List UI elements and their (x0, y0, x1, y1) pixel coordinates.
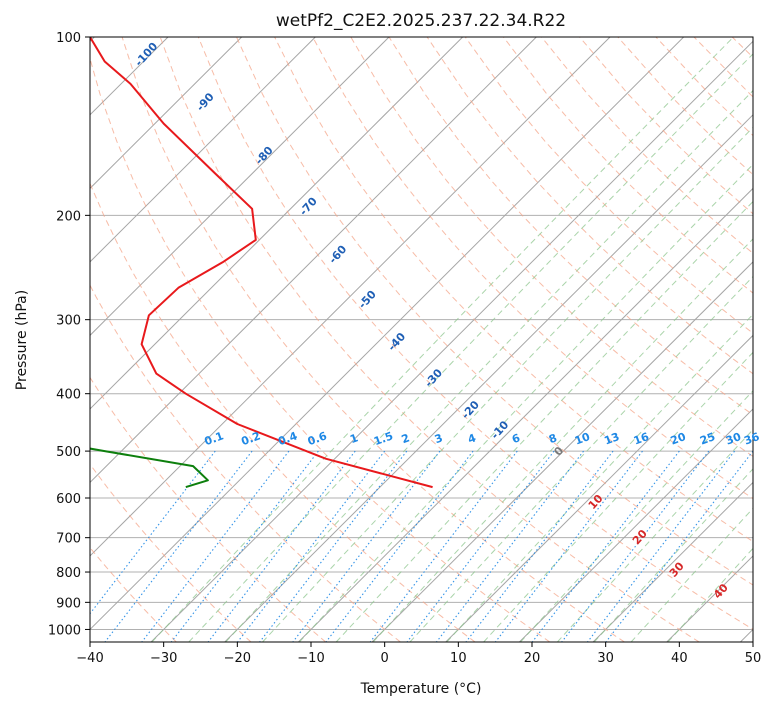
y-tick-label: 500 (56, 445, 81, 460)
mixing-ratio-label: 10 (573, 430, 592, 448)
isotherm-line (740, 37, 775, 642)
mixing-ratio-line (370, 451, 517, 642)
dry-adiabat-line (8, 37, 401, 642)
isotherm-label: -100 (132, 40, 160, 69)
isotherm-label: 0 (551, 444, 566, 459)
mixing-ratio-line (532, 451, 679, 642)
isotherm-label: -70 (297, 194, 320, 218)
y-tick-label: 100 (56, 31, 81, 46)
dry-adiabat-line (0, 37, 251, 642)
isotherm-label: -60 (326, 243, 349, 267)
mixing-ratio-label: 20 (669, 430, 688, 448)
dry-adiabat-line (122, 37, 624, 642)
dry-adiabat-line (618, 37, 775, 642)
isotherm-label: -20 (459, 398, 482, 422)
mixing-ratio-label: 0.4 (276, 429, 299, 448)
mixing-ratio-label: 13 (602, 430, 621, 447)
x-tick-label: 10 (450, 651, 467, 666)
dry-adiabat-line (84, 37, 550, 642)
mixing-ratio-label: 1.5 (372, 429, 395, 448)
isotherm-label: -90 (194, 90, 217, 114)
mixing-ratio-label: 3 (433, 431, 445, 446)
y-tick-label: 200 (56, 209, 81, 224)
isotherm-label: -10 (488, 418, 511, 442)
mixing-ratio-label: 0.1 (203, 429, 226, 448)
isotherm-line (0, 37, 536, 642)
y-tick-label: 300 (56, 314, 81, 329)
mixing-ratio-line (326, 451, 473, 642)
isotherm-label: 10 (586, 492, 606, 512)
mixing-ratio-line (436, 451, 583, 642)
mixing-ratio-label: 30 (724, 430, 743, 448)
chart-title: wetPf2_C2E2.2025.237.22.34.R22 (276, 11, 566, 31)
mixing-ratio-label: 2 (400, 431, 412, 446)
mixing-ratio-line (606, 451, 753, 642)
x-tick-label: 40 (671, 651, 688, 666)
mixing-ratio-line (466, 451, 613, 642)
dry-adiabat-line (0, 37, 326, 642)
x-tick-label: −10 (297, 651, 324, 666)
x-tick-label: −20 (224, 651, 251, 666)
mixing-ratio-line (238, 451, 385, 642)
dry-adiabat-line (237, 37, 775, 642)
moist-adiabat-line (521, 37, 775, 642)
moist-adiabat-line (373, 37, 775, 642)
dry-adiabat-line (503, 37, 775, 642)
moist-adiabat-line (152, 37, 734, 642)
dry-adiabat-line (694, 37, 775, 642)
dry-adiabat-line (198, 37, 774, 642)
x-tick-label: 0 (381, 651, 389, 666)
mixing-ratio-label: 6 (510, 431, 522, 446)
y-tick-label: 400 (56, 388, 81, 403)
dry-adiabat-line (351, 37, 775, 642)
isotherm-label: 40 (711, 581, 731, 601)
moist-adiabat-line (189, 37, 770, 642)
x-tick-label: −30 (150, 651, 177, 666)
isotherm-line (4, 37, 610, 642)
isotherm-line (372, 37, 775, 642)
x-axis-label: Temperature (°C) (360, 681, 482, 697)
temperature-profile-line (90, 37, 433, 487)
mixing-ratio-line (407, 451, 554, 642)
isotherm-label: -30 (422, 366, 445, 390)
mixing-ratio-label: 4 (466, 431, 478, 446)
mixing-ratio-label: 8 (547, 431, 559, 446)
isotherm-line (667, 37, 775, 642)
isotherm-line (0, 37, 389, 642)
isotherm-line (151, 37, 757, 642)
mixing-ratio-line (495, 451, 642, 642)
y-axis-label: Pressure (hPa) (14, 290, 30, 390)
y-tick-label: 700 (56, 532, 81, 547)
mixing-ratio-line (587, 451, 734, 642)
y-tick-label: 900 (56, 596, 81, 611)
x-tick-label: 20 (524, 651, 541, 666)
dry-adiabat-line (313, 37, 775, 642)
mixing-ratio-label: 16 (632, 430, 651, 448)
x-tick-label: 50 (745, 651, 762, 666)
dry-adiabat-line (732, 37, 775, 642)
x-tick-label: 30 (597, 651, 614, 666)
y-tick-label: 600 (56, 492, 81, 507)
isotherm-line (519, 37, 775, 642)
plot-frame (90, 37, 753, 642)
dry-adiabat-line (770, 37, 775, 642)
dry-adiabat-line (46, 37, 475, 642)
isotherm-label: -80 (253, 144, 276, 168)
y-tick-label: 1000 (48, 623, 81, 638)
y-tick-label: 800 (56, 566, 81, 581)
mixing-ratio-label: 0.6 (306, 429, 329, 448)
x-tick-label: −40 (76, 651, 103, 666)
mixing-ratio-line (142, 451, 289, 642)
dry-adiabat-line (656, 37, 775, 642)
isotherm-label: -40 (385, 330, 408, 354)
mixing-ratio-label: 36 (742, 430, 761, 448)
mixing-ratio-label: 0.2 (239, 429, 262, 448)
isotherm-line (0, 37, 315, 642)
mixing-ratio-line (562, 451, 709, 642)
